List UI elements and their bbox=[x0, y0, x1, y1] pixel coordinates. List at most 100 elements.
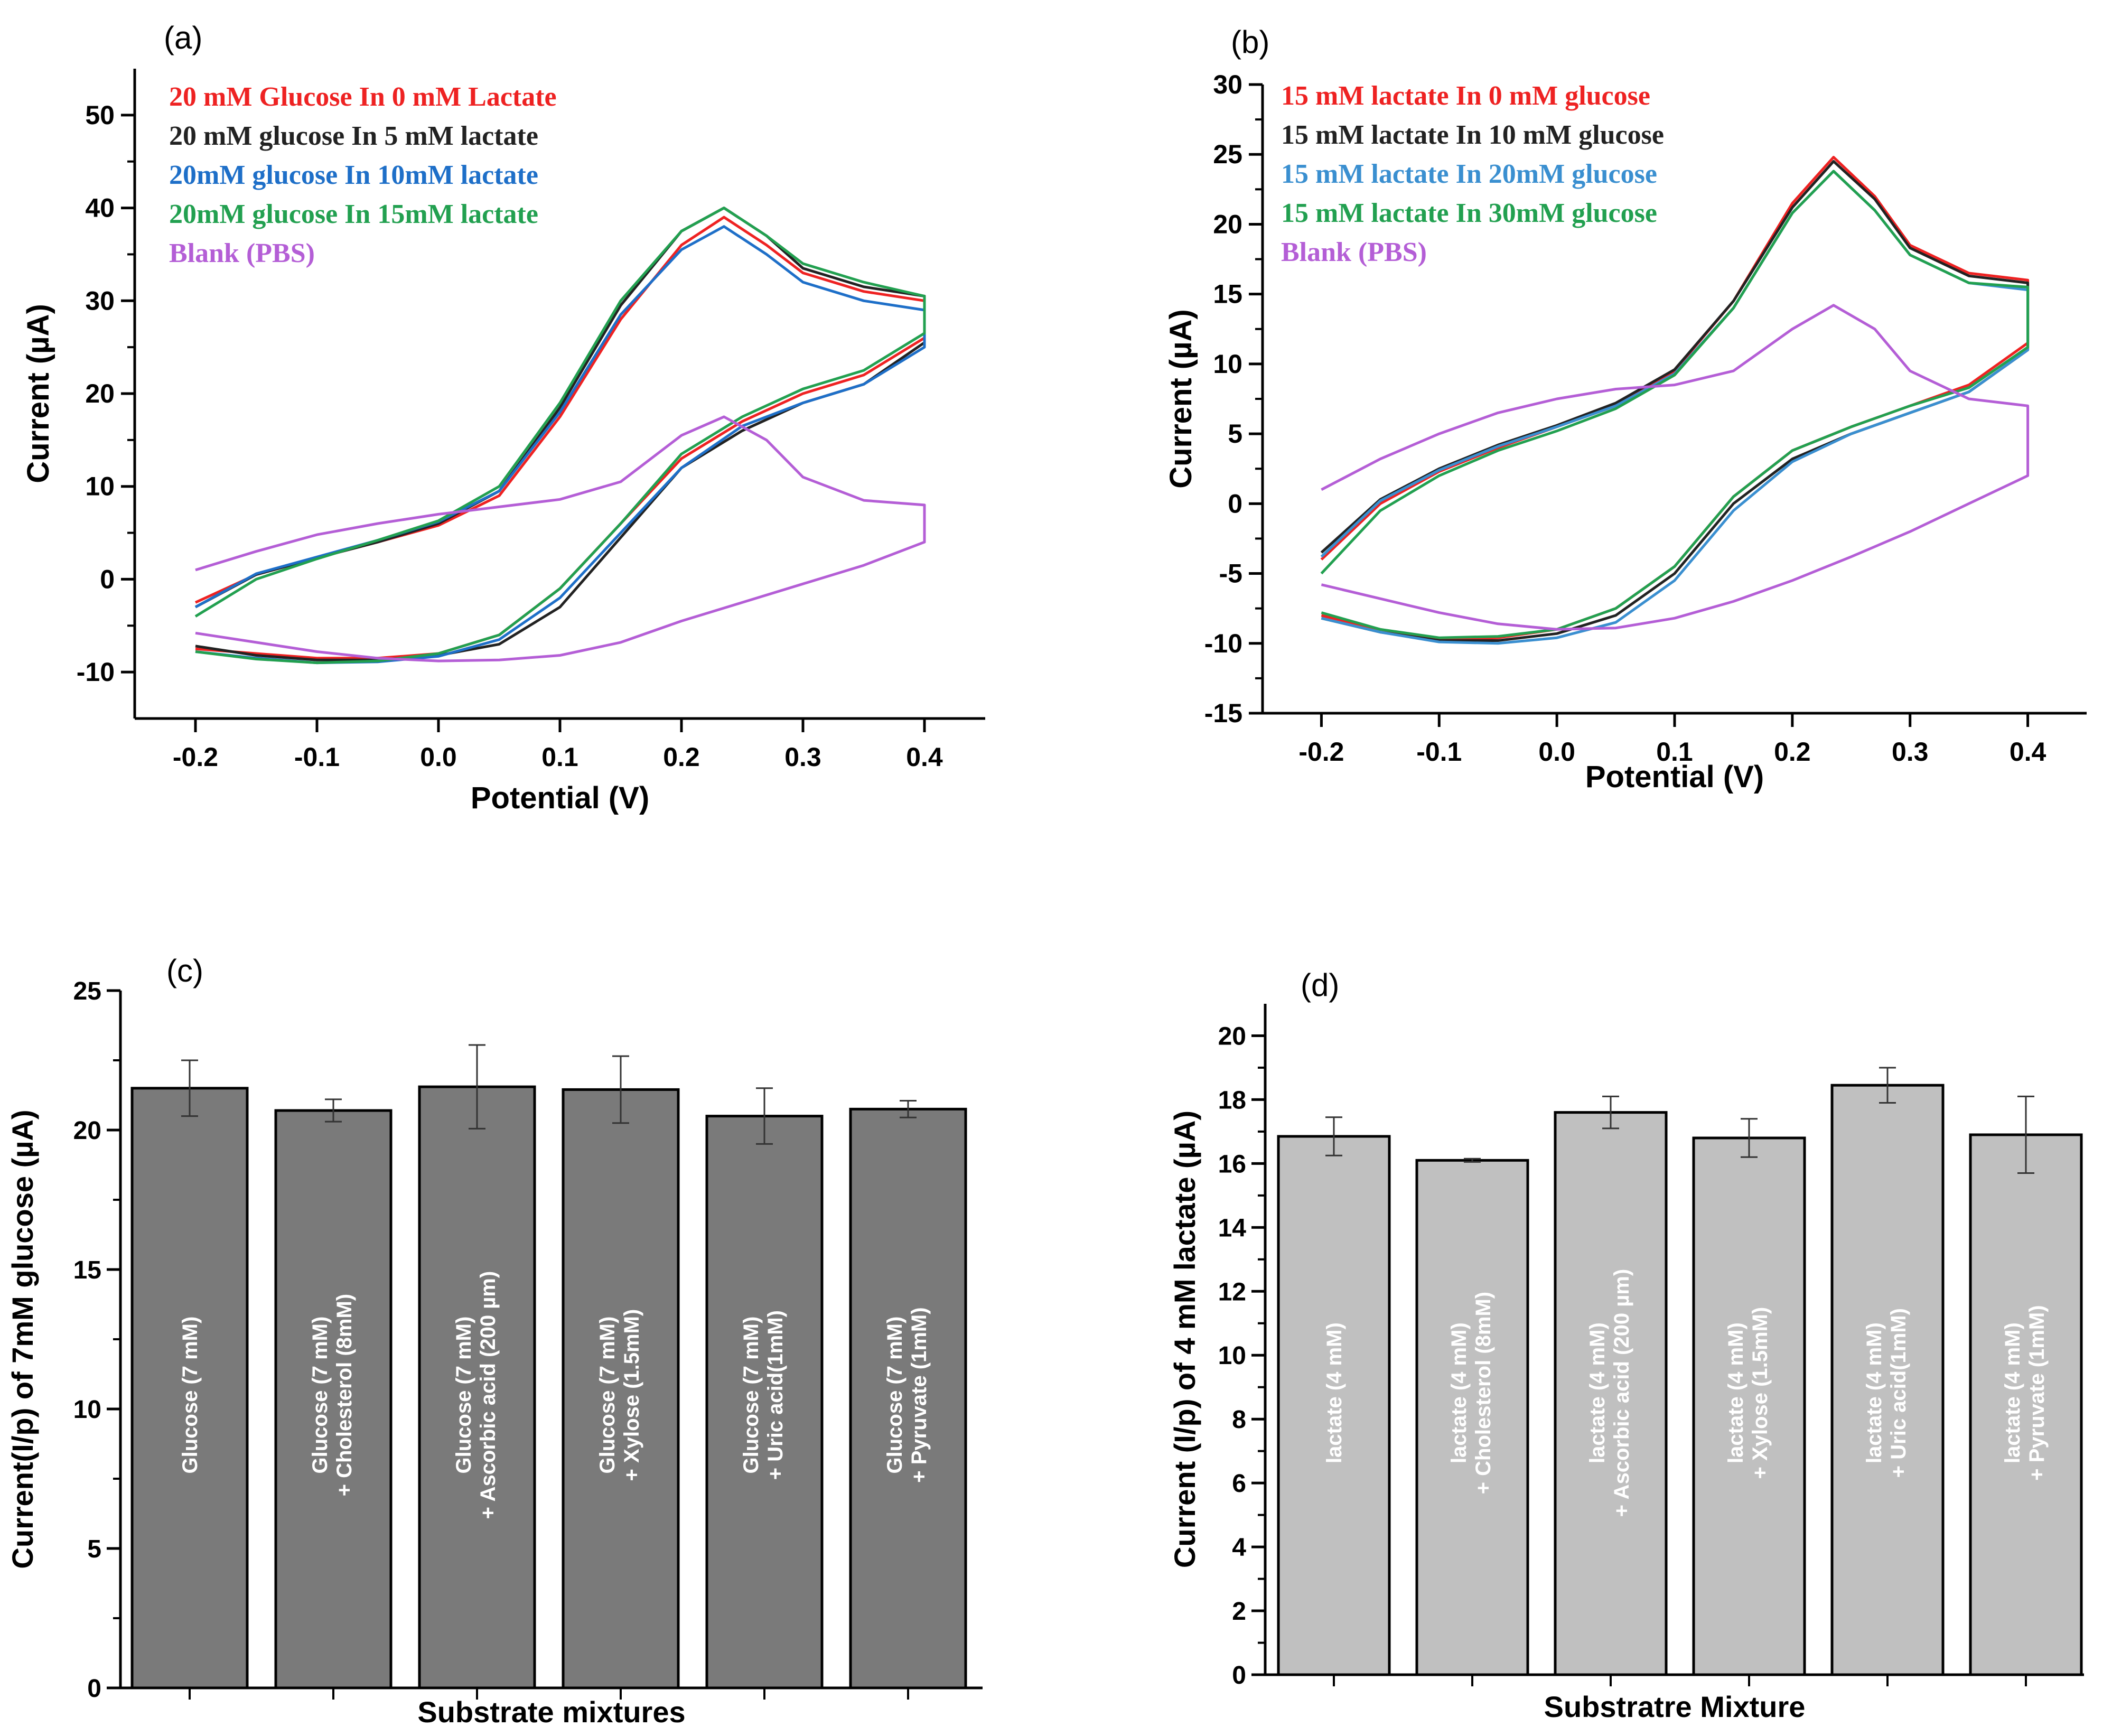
bar-label-line2: + Ascorbic acid (200 µm) bbox=[476, 1271, 500, 1519]
x-axis-label: Potential (V) bbox=[1585, 760, 1764, 794]
y-tick-label: 20 bbox=[73, 1117, 101, 1145]
bar-1 bbox=[130, 1087, 249, 1690]
y-tick-label: 8 bbox=[1232, 1406, 1246, 1434]
y-tick-label: -10 bbox=[77, 657, 115, 687]
bar-label-line2: + Xylose (1.5mM) bbox=[1749, 1307, 1772, 1479]
y-tick-label: 20 bbox=[85, 379, 115, 408]
y-tick-label: 10 bbox=[85, 472, 115, 501]
x-tick-label: 0.3 bbox=[784, 742, 821, 772]
panel-d: (d) 0 2 4 6 8 10 12 14 16 18 20 Substratre Mixture Cu… bbox=[1168, 967, 2084, 1723]
bar-5 bbox=[1830, 1084, 1945, 1676]
x-tick-label: 0.2 bbox=[1774, 737, 1811, 767]
bar-label-line1: Glucose (7 mM) bbox=[883, 1317, 907, 1474]
legend-entry: 15 mM lactate In 30mM glucose bbox=[1281, 198, 1657, 228]
y-tick-label: 18 bbox=[1218, 1086, 1246, 1114]
cv-curve-series-4 bbox=[194, 207, 926, 665]
cv-curve-series-4 bbox=[1320, 170, 2030, 639]
y-tick-label: 14 bbox=[1218, 1214, 1247, 1242]
x-axis-label: Substrate mixtures bbox=[417, 1695, 685, 1729]
x-tick-label: 0.4 bbox=[2010, 737, 2046, 767]
x-axis-label: Potential (V) bbox=[471, 781, 649, 815]
bar-label-line2: + Uric acid(1mM) bbox=[764, 1310, 787, 1480]
y-tick-label: 15 bbox=[73, 1256, 101, 1284]
bar-label-line2: + Cholesterol (8mM) bbox=[1472, 1292, 1495, 1494]
y-tick-label: 16 bbox=[1218, 1150, 1246, 1178]
bar-label-line1: lactate (4 mM) bbox=[1323, 1322, 1346, 1463]
x-tick-label: -0.2 bbox=[1298, 737, 1344, 767]
y-tick-label: -15 bbox=[1204, 698, 1242, 728]
y-tick-label: 5 bbox=[87, 1535, 101, 1563]
bar-label-line1: lactate (4 mM) bbox=[1447, 1322, 1471, 1463]
legend-entry: 15 mM lactate In 0 mM glucose bbox=[1281, 81, 1650, 111]
x-tick-label: 0.4 bbox=[906, 742, 943, 772]
x-tick-label: 0.1 bbox=[1656, 737, 1693, 767]
bar-label-line1: lactate (4 mM) bbox=[1724, 1322, 1747, 1463]
bar-label-line2: + Pyruvate (1mM) bbox=[2025, 1305, 2049, 1480]
y-tick-label: 20 bbox=[1218, 1022, 1246, 1050]
legend-entry: 15 mM lactate In 10 mM glucose bbox=[1281, 120, 1664, 150]
x-tick-label: 0.3 bbox=[1892, 737, 1929, 767]
y-axis-label: Current (µA) bbox=[21, 304, 55, 483]
bar-label-line2: + Ascorbic acid (200 µm) bbox=[1610, 1269, 1633, 1517]
y-tick-label: 0 bbox=[87, 1675, 101, 1703]
cv-curve-series-5 bbox=[1321, 304, 2030, 631]
y-tick-label: 12 bbox=[1218, 1278, 1246, 1306]
bar-label-line2: + Xylose (1.5mM) bbox=[620, 1309, 643, 1481]
legend-entry: 20 mM glucose In 5 mM lactate bbox=[169, 121, 538, 151]
bar-label-line1: Glucose (7 mM) bbox=[452, 1317, 475, 1474]
y-tick-label: 25 bbox=[1213, 139, 1242, 169]
y-tick-label: 30 bbox=[85, 286, 115, 315]
x-tick-label: -0.2 bbox=[173, 742, 218, 772]
y-tick-label: 20 bbox=[1213, 209, 1242, 239]
x-tick-label: -0.1 bbox=[1416, 737, 1462, 767]
legend-entry: 20mM glucose In 15mM lactate bbox=[169, 199, 538, 229]
y-tick-label: 0 bbox=[1232, 1662, 1246, 1690]
panel-letter: (b) bbox=[1231, 24, 1269, 60]
y-tick-label: 2 bbox=[1232, 1598, 1246, 1626]
y-tick-label: 30 bbox=[1213, 70, 1242, 99]
cv-curve-series-5 bbox=[195, 415, 926, 662]
legend-entry: 15 mM lactate In 20mM glucose bbox=[1281, 159, 1657, 189]
x-axis-label: Substratre Mixture bbox=[1544, 1690, 1806, 1723]
bar-label-line2: + Pyruvate (1mM) bbox=[908, 1307, 931, 1482]
y-tick-label: 0 bbox=[1228, 489, 1242, 518]
y-tick-label: 50 bbox=[85, 100, 115, 130]
y-tick-label: -5 bbox=[1219, 559, 1242, 589]
bar-label-line1: Glucose (7 mM) bbox=[596, 1317, 619, 1474]
legend-entry: 20mM glucose In 10mM lactate bbox=[169, 160, 538, 190]
bar-label-line1: Glucose (7 mM) bbox=[179, 1317, 202, 1474]
bar-5 bbox=[705, 1115, 824, 1690]
panel-letter: (a) bbox=[164, 20, 202, 55]
cv-curve-series-2 bbox=[1320, 160, 2030, 642]
bar-6 bbox=[1969, 1133, 2083, 1676]
y-tick-label: 10 bbox=[1213, 349, 1242, 379]
legend-entry: 20 mM Glucose In 0 mM Lactate bbox=[169, 82, 557, 112]
y-tick-label: 25 bbox=[73, 977, 101, 1005]
x-tick-label: 0.0 bbox=[420, 742, 457, 772]
bar-1 bbox=[1277, 1135, 1391, 1676]
bar-label-line2: + Uric acid(1mM) bbox=[1887, 1308, 1910, 1478]
bar-3 bbox=[1554, 1111, 1668, 1676]
y-axis-label: Current (µA) bbox=[1164, 309, 1198, 489]
y-tick-label: 0 bbox=[100, 564, 115, 594]
bar-label-line2: + Cholesterol (8mM) bbox=[333, 1294, 356, 1496]
bar-2 bbox=[1415, 1159, 1529, 1676]
panel-b: (b) -0.2 -0.1 0.0 0.1 0.2 0.3 0.4 -15 -10 -5 0 5 10 15… bbox=[1164, 24, 2087, 794]
legend-entry: Blank (PBS) bbox=[1281, 237, 1427, 267]
bar-label-line1: lactate (4 mM) bbox=[2001, 1322, 2024, 1463]
y-axis-label: Current (I/p) of 4 mM lactate (µA) bbox=[1168, 1110, 1201, 1568]
y-tick-label: 5 bbox=[1228, 419, 1242, 449]
bar-4 bbox=[1692, 1136, 1806, 1676]
panel-letter: (c) bbox=[166, 953, 203, 988]
bar-label-line1: Glucose (7 mM) bbox=[740, 1317, 763, 1474]
y-tick-label: 4 bbox=[1232, 1534, 1246, 1562]
bar-label-line1: lactate (4 mM) bbox=[1863, 1322, 1886, 1463]
bar-4 bbox=[562, 1088, 680, 1690]
y-tick-label: -10 bbox=[1204, 629, 1242, 658]
x-tick-label: -0.1 bbox=[294, 742, 340, 772]
x-tick-label: 0.2 bbox=[663, 742, 700, 772]
y-tick-label: 10 bbox=[1218, 1342, 1246, 1370]
x-tick-label: 0.0 bbox=[1538, 737, 1575, 767]
x-tick-label: 0.1 bbox=[541, 742, 578, 772]
